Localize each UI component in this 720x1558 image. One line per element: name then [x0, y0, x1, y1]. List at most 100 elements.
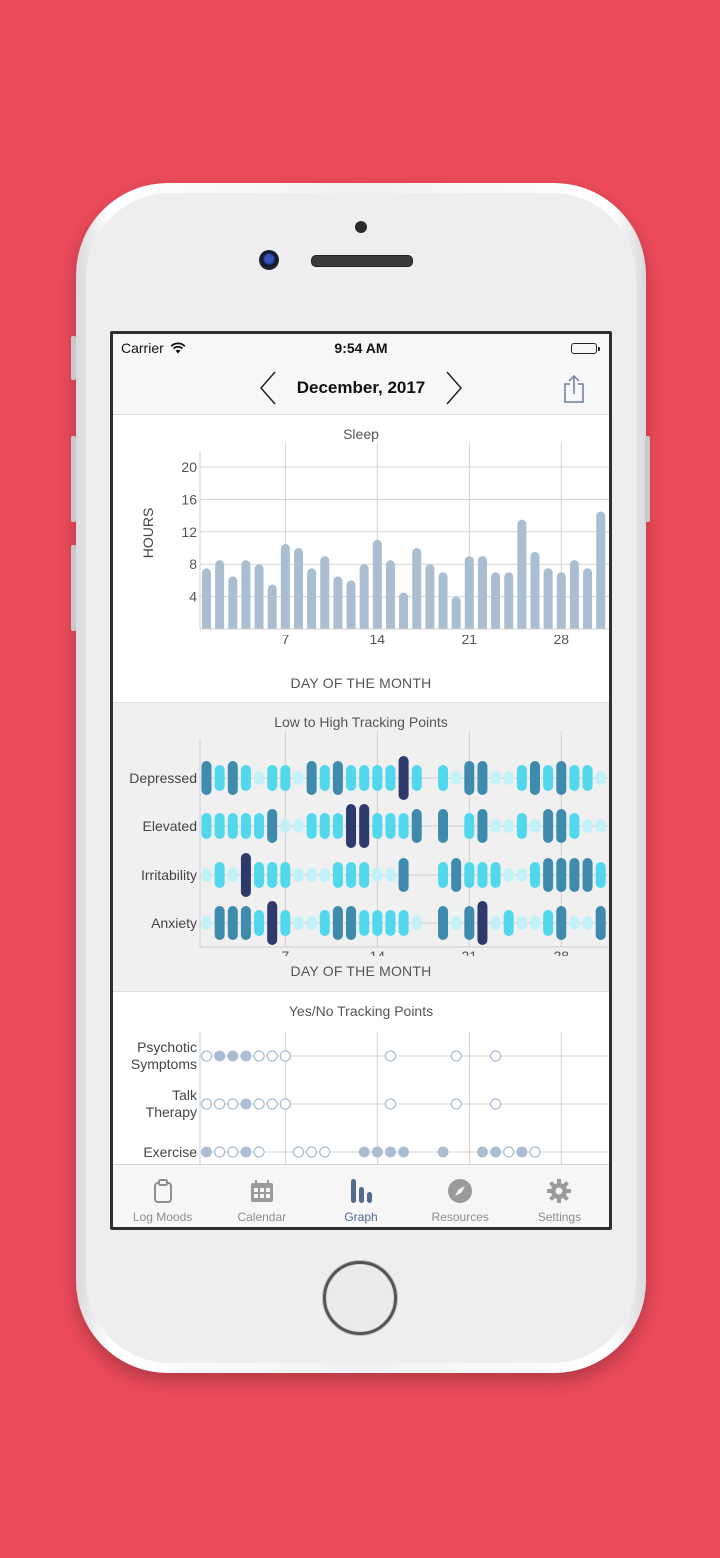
tab-resources[interactable]: Resources — [411, 1165, 510, 1227]
no-marker — [213, 1098, 226, 1110]
level-marker — [503, 868, 514, 882]
level-marker — [543, 858, 554, 892]
tab-log-moods[interactable]: Log Moods — [113, 1165, 212, 1227]
level-marker — [319, 868, 330, 882]
level-marker — [227, 813, 238, 839]
level-marker — [438, 906, 449, 940]
sleep-bar — [543, 568, 553, 633]
level-marker — [240, 813, 251, 839]
sleep-bar — [399, 592, 409, 633]
level-marker — [582, 819, 593, 833]
level-marker — [332, 862, 343, 888]
level-marker — [556, 761, 567, 795]
proximity-sensor — [355, 221, 367, 233]
level-marker — [201, 813, 212, 839]
yes-marker — [437, 1146, 449, 1158]
sleep-bar — [491, 572, 501, 633]
level-marker — [359, 765, 370, 791]
level-marker — [359, 862, 370, 888]
sleep-bar — [477, 556, 487, 633]
level-marker — [490, 771, 501, 785]
x-tick-label: 14 — [370, 948, 386, 956]
yes-marker — [240, 1098, 252, 1110]
sleep-bar — [202, 568, 211, 633]
carrier-label: Carrier — [121, 340, 164, 356]
level-marker — [556, 809, 567, 843]
share-button[interactable] — [561, 374, 587, 404]
level-marker — [346, 804, 357, 848]
sleep-bar — [596, 511, 606, 633]
level-marker — [385, 765, 396, 791]
level-marker — [359, 910, 370, 936]
sleep-bar — [438, 572, 448, 633]
level-marker — [346, 765, 357, 791]
level-marker — [543, 809, 554, 843]
level-marker — [411, 916, 422, 930]
tab-bar: Log Moods Calendar Graph Resources Setti… — [113, 1164, 609, 1227]
no-marker — [384, 1098, 397, 1110]
sleep-bar — [556, 572, 566, 633]
level-marker — [319, 765, 330, 791]
level-marker — [267, 765, 278, 791]
no-marker — [279, 1098, 291, 1110]
mute-switch — [71, 336, 76, 380]
tab-label: Log Moods — [132, 1210, 193, 1224]
row-label: Psychotic — [137, 1039, 197, 1055]
yes-marker — [227, 1050, 239, 1062]
level-marker — [306, 868, 317, 882]
level-marker — [385, 868, 396, 882]
level-marker — [201, 868, 212, 882]
level-marker — [569, 916, 580, 930]
no-marker — [253, 1146, 265, 1158]
sleep-bar — [425, 564, 435, 633]
level-marker — [438, 862, 449, 888]
level-marker — [582, 916, 593, 930]
level-marker — [503, 771, 514, 785]
level-marker — [280, 910, 291, 936]
y-tick-label: 8 — [189, 556, 197, 572]
yes-marker — [384, 1146, 396, 1158]
row-label: Exercise — [143, 1144, 197, 1160]
sleep-bar — [333, 576, 343, 633]
level-marker — [359, 804, 370, 848]
level-marker — [411, 765, 422, 791]
level-marker — [490, 819, 501, 833]
tab-calendar[interactable]: Calendar — [212, 1165, 311, 1227]
x-tick-label: 7 — [281, 631, 289, 647]
previous-month-button[interactable] — [257, 370, 279, 406]
level-marker — [595, 819, 606, 833]
battery-icon — [571, 342, 600, 354]
chevron-left-icon — [259, 371, 276, 405]
level-marker — [438, 809, 449, 843]
no-marker — [489, 1098, 502, 1110]
home-button[interactable] — [323, 1261, 397, 1335]
row-label-anxiety: Anxiety — [151, 915, 197, 931]
level-marker — [477, 809, 488, 843]
sleep-bar — [320, 556, 330, 633]
level-marker — [372, 765, 383, 791]
compass-icon — [448, 1179, 473, 1203]
no-marker — [266, 1098, 278, 1110]
level-marker — [569, 858, 580, 892]
level-marker — [254, 813, 265, 839]
no-marker — [305, 1146, 318, 1158]
level-marker — [254, 771, 265, 785]
level-marker — [254, 910, 265, 936]
level-marker — [214, 862, 225, 888]
low-high-tracking-section: Low to High Tracking Points 7 14 21 28 Depre… — [113, 703, 609, 992]
level-marker — [490, 862, 501, 888]
tab-graph[interactable]: Graph — [311, 1165, 410, 1227]
next-month-button[interactable] — [443, 370, 465, 406]
tab-settings[interactable]: Settings — [510, 1165, 609, 1227]
yes-marker — [201, 1146, 212, 1158]
no-marker — [319, 1146, 331, 1158]
level-marker — [530, 761, 540, 795]
level-marker — [503, 819, 514, 833]
tab-label: Calendar — [237, 1210, 287, 1224]
level-marker — [516, 813, 527, 839]
row-label: Therapy — [146, 1104, 197, 1120]
clock: 9:54 AM — [334, 340, 388, 356]
sleep-bar — [569, 560, 579, 633]
bar-graph-icon — [351, 1179, 372, 1203]
